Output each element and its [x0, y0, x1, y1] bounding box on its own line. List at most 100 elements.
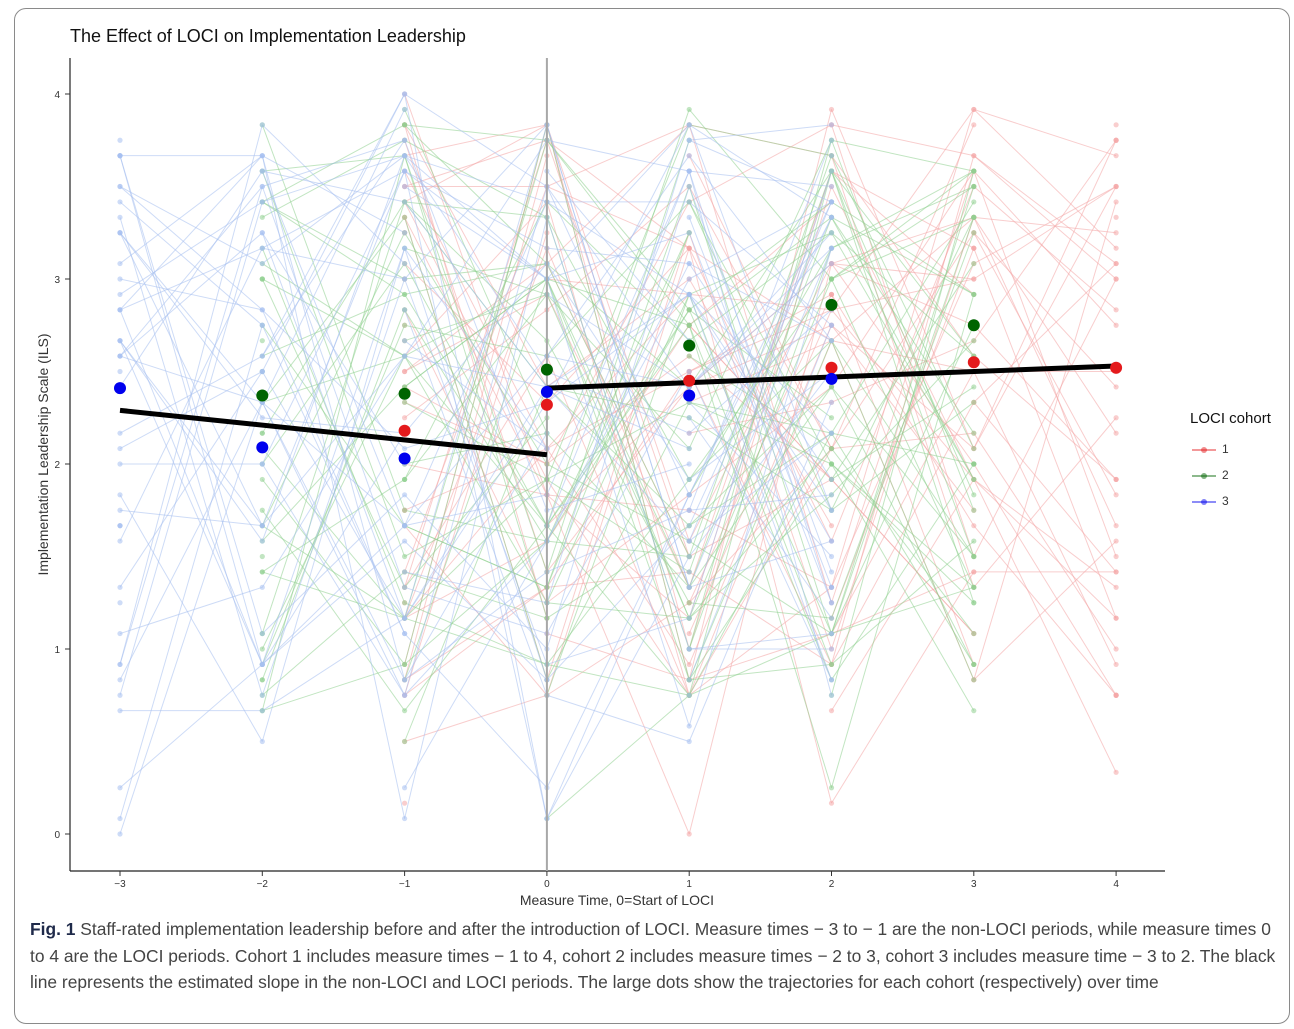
trajectory-line — [831, 170, 975, 603]
trajectory-line — [973, 525, 1117, 696]
trajectory-line — [546, 201, 690, 295]
trajectory-line — [973, 479, 1117, 619]
trajectory-line — [262, 293, 405, 357]
trajectory-line — [404, 602, 548, 665]
trajectory-line — [831, 186, 975, 280]
trajectory-line — [261, 248, 406, 665]
trajectory-point — [117, 353, 123, 359]
trajectory-line — [262, 525, 405, 619]
trajectory-line — [831, 170, 975, 249]
trajectory-line — [831, 186, 975, 634]
trajectory-line — [404, 324, 548, 357]
trajectory-line — [261, 401, 405, 527]
trajectory-line — [973, 186, 1117, 280]
trajectory-point — [402, 708, 408, 714]
trajectory-point — [686, 168, 692, 174]
trajectory-point — [1113, 538, 1119, 544]
trajectory-line — [404, 155, 548, 203]
trajectory-line — [689, 170, 832, 187]
trajectory-line — [546, 124, 690, 403]
trajectory-line — [119, 232, 263, 403]
trajectory-line — [546, 694, 690, 742]
trajectory-point — [117, 600, 123, 606]
trajectory-line — [404, 170, 548, 280]
trajectory-line — [688, 170, 832, 696]
trajectory-point — [402, 553, 408, 560]
trajectory-point — [828, 492, 835, 498]
trajectory-line — [831, 139, 974, 172]
trajectory-point — [259, 584, 265, 590]
trajectory-point — [117, 199, 123, 205]
cohort-1-mean-point — [967, 356, 980, 369]
trajectory-line — [546, 448, 690, 665]
trajectory-line — [119, 586, 263, 635]
trajectory-line — [404, 93, 548, 819]
trajectory-line — [831, 448, 975, 634]
trajectory-point — [971, 106, 977, 113]
trajectory-point — [971, 291, 977, 298]
x-tick-label: −2 — [257, 879, 269, 890]
trajectory-point — [1113, 307, 1119, 313]
trajectory-point — [402, 230, 408, 236]
cohort-1-mean-point — [540, 398, 553, 411]
trajectory-line — [688, 232, 832, 388]
trajectory-line — [688, 247, 832, 388]
cohort-2-mean-point — [683, 339, 696, 352]
trajectory-line — [261, 309, 406, 634]
trajectory-point — [686, 137, 692, 143]
trajectory-line — [404, 124, 548, 264]
trajectory-point — [117, 785, 123, 791]
trajectory-line — [546, 109, 690, 526]
trajectory-point — [971, 168, 977, 174]
trajectory-point — [971, 553, 977, 560]
trajectory-point — [402, 368, 408, 375]
trajectory-point — [402, 630, 408, 637]
trajectory-point — [402, 677, 408, 683]
trajectory-line — [688, 402, 832, 742]
y-tick-label: 0 — [54, 830, 60, 841]
trajectory-point — [259, 199, 265, 205]
cohort-2-mean-point — [256, 389, 269, 402]
cohort-2-mean-point — [825, 298, 838, 311]
trajectory-point — [402, 399, 408, 405]
trajectory-line — [119, 340, 263, 526]
trajectory-line — [689, 663, 832, 681]
trajectory-line — [973, 155, 1117, 280]
cohort-3-mean-point — [825, 372, 838, 385]
legend-label: 3 — [1222, 494, 1229, 508]
trajectory-line — [689, 494, 832, 511]
trajectory-line — [546, 263, 690, 388]
trajectory-line — [262, 263, 405, 357]
legend-title: LOCI cohort — [1190, 410, 1271, 427]
trajectory-line — [546, 386, 690, 542]
trajectory-point — [117, 183, 123, 190]
trajectory-line — [546, 602, 690, 696]
trajectory-line — [261, 93, 406, 357]
legend-key — [1190, 495, 1218, 509]
trajectory-point — [828, 153, 835, 159]
trajectory-point — [259, 122, 265, 128]
trajectory-line — [546, 294, 690, 403]
trajectory-point — [971, 461, 977, 467]
trajectory-line — [546, 139, 690, 172]
individual-trajectories — [119, 93, 1117, 835]
trajectory-line — [973, 201, 1117, 680]
trajectory-line — [404, 571, 548, 681]
trajectory-line — [119, 247, 263, 542]
trajectory-line — [831, 216, 975, 295]
trajectory-point — [117, 276, 123, 282]
trajectory-point — [402, 800, 408, 806]
trajectory-point — [971, 584, 977, 590]
trajectory-line — [546, 556, 690, 819]
trajectory-point — [686, 538, 692, 544]
trajectory-line — [831, 401, 975, 511]
trajectory-point — [971, 708, 977, 714]
trajectory-point — [828, 461, 835, 467]
trajectory-point — [686, 492, 692, 498]
trajectory-line — [688, 448, 832, 619]
legend-key — [1190, 469, 1218, 483]
trajectory-point — [1113, 492, 1119, 498]
trajectory-point — [402, 214, 408, 220]
trajectory-line — [404, 571, 548, 604]
y-tick-label: 3 — [54, 275, 60, 286]
